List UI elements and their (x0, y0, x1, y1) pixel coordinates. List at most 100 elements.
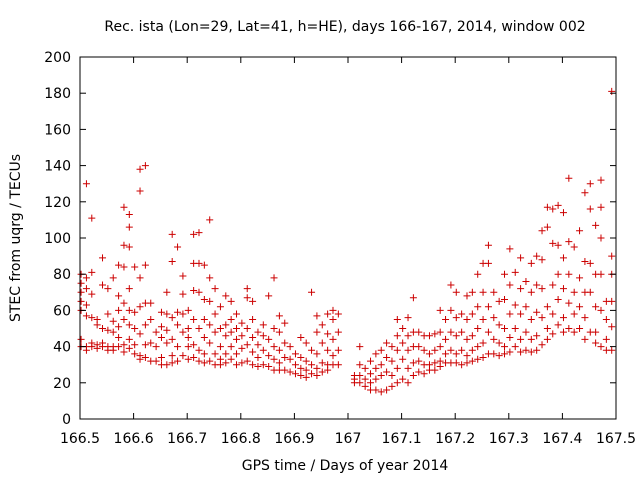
data-point (420, 346, 428, 354)
data-point (543, 203, 551, 211)
data-point (554, 201, 562, 209)
data-point (286, 343, 294, 351)
data-point (115, 323, 123, 331)
data-point (211, 328, 219, 336)
data-point (559, 314, 567, 322)
data-point (125, 285, 133, 293)
data-point (452, 314, 460, 322)
data-point (442, 315, 450, 323)
data-point (275, 312, 283, 320)
data-point (270, 355, 278, 363)
data-point (586, 288, 594, 296)
data-point (82, 274, 90, 282)
data-point (238, 344, 246, 352)
data-point (243, 294, 251, 302)
data-point (501, 325, 509, 332)
data-point (265, 335, 273, 343)
data-point (463, 315, 471, 323)
data-point (554, 270, 562, 278)
data-point (115, 334, 123, 342)
data-point (254, 341, 262, 349)
data-point (243, 325, 251, 332)
data-point (243, 341, 251, 349)
data-point (383, 368, 391, 376)
data-point (109, 317, 117, 325)
data-point (431, 330, 439, 338)
data-point (168, 352, 176, 360)
data-point (468, 346, 476, 354)
data-point (313, 350, 321, 358)
data-point (581, 189, 589, 197)
data-point (313, 372, 321, 380)
data-point (259, 321, 267, 329)
data-point (265, 363, 273, 371)
data-point (554, 241, 562, 249)
data-point (222, 350, 230, 358)
data-point (243, 357, 251, 365)
data-point (393, 364, 401, 372)
data-point (125, 335, 133, 343)
data-point (136, 165, 144, 173)
data-point (592, 221, 600, 229)
data-point (141, 261, 149, 269)
data-point (93, 321, 101, 329)
data-point (249, 334, 257, 342)
data-point (533, 332, 541, 340)
data-point (367, 379, 375, 387)
data-point (82, 285, 90, 293)
data-point (174, 308, 182, 316)
data-point (329, 335, 337, 343)
data-point (308, 370, 316, 378)
data-point (216, 303, 224, 311)
data-point (367, 370, 375, 378)
data-point (495, 297, 503, 305)
data-point (281, 339, 289, 347)
data-point (318, 339, 326, 347)
data-point (152, 357, 160, 365)
data-point (383, 353, 391, 361)
data-point (495, 339, 503, 347)
data-point (538, 341, 546, 349)
data-point (415, 357, 423, 365)
data-point (377, 372, 385, 380)
data-point (442, 335, 450, 343)
data-point (576, 274, 584, 282)
x-tick-label: 167.5 (596, 431, 636, 447)
data-point (318, 368, 326, 376)
x-tick-label: 166.7 (167, 431, 207, 447)
data-point (211, 350, 219, 358)
data-point (190, 286, 198, 294)
y-tick-label: 60 (53, 303, 71, 319)
y-tick-label: 180 (44, 86, 71, 102)
data-point (570, 328, 578, 336)
data-point (597, 203, 605, 211)
data-point (157, 323, 165, 331)
data-point (297, 364, 305, 372)
data-point (88, 343, 96, 351)
data-point (581, 258, 589, 266)
data-point (291, 361, 299, 369)
data-point (125, 210, 133, 218)
data-point (608, 323, 616, 331)
data-point (308, 361, 316, 369)
data-point (431, 346, 439, 354)
x-tick-label: 166.8 (221, 431, 261, 447)
data-point (163, 339, 171, 347)
data-point (484, 241, 492, 249)
data-point (297, 334, 305, 342)
data-point (511, 325, 519, 332)
data-point (372, 350, 380, 358)
data-point (291, 350, 299, 358)
data-point (82, 180, 90, 188)
data-point (324, 310, 332, 318)
data-point (152, 343, 160, 351)
data-point (82, 346, 90, 354)
data-point (377, 388, 385, 396)
data-point (517, 285, 525, 293)
data-point (238, 359, 246, 367)
data-point (302, 366, 310, 374)
data-point (559, 328, 567, 336)
data-point (597, 270, 605, 278)
data-point (474, 270, 482, 278)
data-point (388, 382, 396, 390)
